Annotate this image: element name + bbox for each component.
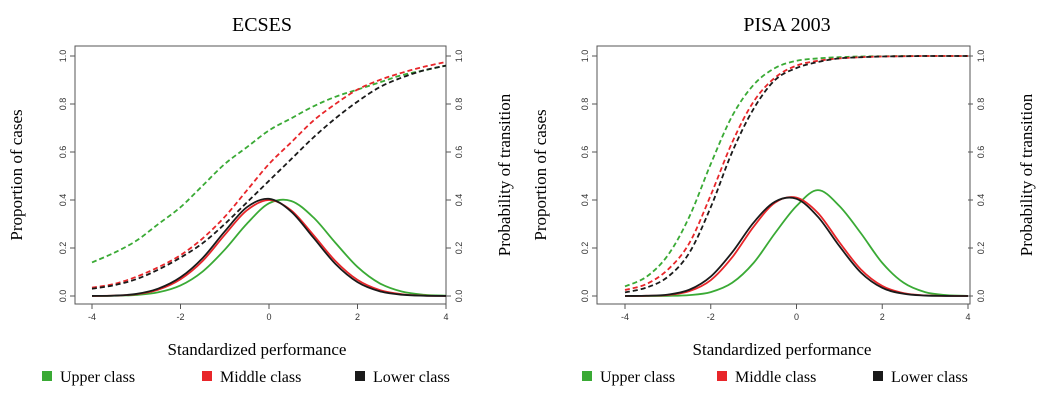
y-axis-left-label: Proportion of cases: [7, 109, 26, 240]
series-group: [91, 61, 447, 297]
y-tick-label: 0.6: [580, 146, 590, 159]
x-tick-label: -4: [621, 312, 629, 322]
y-axis-right: 0.0 0.2 0.4 0.6 0.8 1.0: [968, 50, 986, 303]
y-tick-label: 0.2: [976, 242, 986, 255]
transition-line-upper-class: [624, 55, 968, 288]
y-tick-label: 0.6: [454, 146, 464, 159]
series-group: [624, 55, 969, 297]
x-tick-label: 2: [355, 312, 360, 322]
y-tick-label: 0.0: [58, 290, 68, 303]
chart-title: PISA 2003: [743, 14, 830, 36]
y-tick-label: 0.4: [454, 194, 464, 207]
y-tick-label: 1.0: [454, 50, 464, 63]
y-tick-label: 0.0: [976, 290, 986, 303]
x-tick-label: 0: [794, 312, 799, 322]
legend-label: Middle class: [735, 369, 816, 386]
density-line-middle-class: [91, 199, 447, 297]
x-tick-label: 2: [880, 312, 885, 322]
legend: Upper class Middle class Lower class: [42, 369, 450, 386]
y-tick-label: 0.8: [580, 98, 590, 111]
legend-label: Lower class: [891, 369, 968, 386]
legend-swatch: [355, 371, 365, 381]
y-tick-label: 0.8: [976, 98, 986, 111]
x-axis: -4 -2 0 2 4: [88, 304, 449, 322]
x-axis: -4 -2 0 2 4: [621, 304, 971, 322]
legend-swatch: [582, 371, 592, 381]
legend: Upper class Middle class Lower class: [582, 369, 968, 386]
density-line-lower-class: [91, 197, 447, 297]
y-tick-label: 0.0: [580, 290, 590, 303]
y-tick-label: 0.2: [580, 242, 590, 255]
legend-swatch: [717, 371, 727, 381]
y-axis-left-label: Proportion of cases: [531, 109, 550, 240]
legend-label: Lower class: [373, 369, 450, 386]
density-line-middle-class: [624, 196, 969, 297]
y-tick-label: 0.0: [454, 290, 464, 303]
y-tick-label: 1.0: [976, 50, 986, 63]
y-axis-right-label: Probability of transition: [1017, 93, 1036, 256]
y-tick-label: 1.0: [58, 50, 68, 63]
legend-swatch: [873, 371, 883, 381]
y-tick-label: 0.6: [58, 146, 68, 159]
density-line-lower-class: [624, 196, 969, 297]
y-axis-left: 0.0 0.2 0.4 0.6 0.8 1.0: [58, 50, 75, 303]
legend-swatch: [202, 371, 212, 381]
transition-line-lower-class: [624, 55, 968, 294]
transition-line-middle-class: [624, 55, 968, 291]
x-axis-label: Standardized performance: [693, 340, 872, 359]
legend-label: Upper class: [600, 369, 675, 386]
transition-line-upper-class: [91, 64, 447, 264]
y-tick-label: 0.4: [58, 194, 68, 207]
chart-title: ECSES: [232, 14, 292, 36]
y-tick-label: 0.2: [454, 242, 464, 255]
x-axis-label: Standardized performance: [168, 340, 347, 359]
y-tick-label: 1.0: [580, 50, 590, 63]
x-tick-label: -2: [707, 312, 715, 322]
y-axis-left: 0.0 0.2 0.4 0.6 0.8 1.0: [580, 50, 597, 303]
transition-line-lower-class: [91, 64, 447, 290]
transition-line-middle-class: [91, 61, 447, 289]
density-line-upper-class: [624, 189, 969, 297]
legend-swatch: [42, 371, 52, 381]
legend-label: Upper class: [60, 369, 135, 386]
y-tick-label: 0.4: [976, 194, 986, 207]
x-tick-label: 4: [965, 312, 970, 322]
y-tick-label: 0.8: [58, 98, 68, 111]
legend-label: Middle class: [220, 369, 301, 386]
y-tick-label: 0.2: [58, 242, 68, 255]
plot-frame: [596, 45, 971, 305]
y-axis-right: 0.0 0.2 0.4 0.6 0.8 1.0: [446, 50, 464, 303]
plot-frame: [74, 45, 447, 305]
panel-ecses: ECSES -4 -2 0 2 4 0.00.20.40.60.81.0 0.00.20…: [7, 14, 514, 359]
panel-pisa-2003: PISA 2003 -4 -2 0 2 4 0.0 0.2 0.4 0.6 0.8 1.0 0.0…: [531, 14, 1036, 359]
x-tick-label: 4: [443, 312, 448, 322]
y-tick-label: 0.4: [580, 194, 590, 207]
y-tick-label: 0.6: [976, 146, 986, 159]
y-axis-right-label: Probability of transition: [495, 93, 514, 256]
x-tick-label: 0: [266, 312, 271, 322]
y-tick-label: 0.8: [454, 98, 464, 111]
density-line-upper-class: [91, 198, 447, 297]
x-tick-label: -4: [88, 312, 96, 322]
x-tick-label: -2: [176, 312, 184, 322]
